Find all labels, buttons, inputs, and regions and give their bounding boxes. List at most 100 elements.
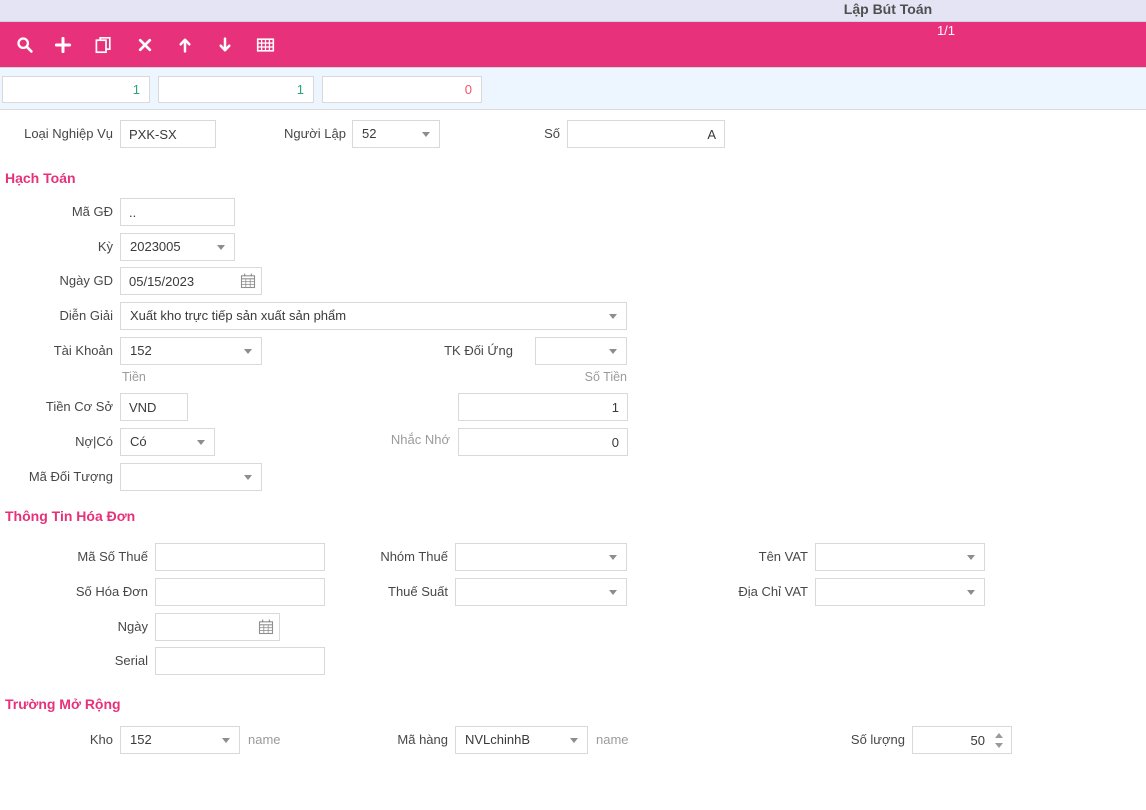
so-luong-input[interactable] (913, 727, 987, 753)
nhom-thue-label: Nhóm Thuế (380, 549, 448, 564)
chevron-down-icon (222, 738, 230, 743)
ngay-calendar-button[interactable] (257, 619, 274, 636)
so-label: Số (544, 126, 560, 141)
copy-button[interactable] (86, 29, 120, 61)
no-co-select[interactable]: Có (120, 428, 215, 456)
arrow-up-icon (179, 38, 191, 53)
chevron-down-icon (609, 314, 617, 319)
page-indicator: 1/1 (936, 23, 956, 38)
nguoi-lap-label: Người Lập (283, 126, 346, 141)
move-down-button[interactable] (208, 29, 242, 61)
calendar-icon (240, 273, 255, 289)
ngay-gd-input[interactable] (121, 268, 237, 294)
titlebar: Lập Bút Toán (0, 0, 1146, 22)
ma-hang-value: NVLchinhB (465, 732, 531, 747)
thue-suat-select[interactable] (455, 578, 627, 606)
calendar-icon (258, 619, 273, 635)
dien-giai-select[interactable]: Xuất kho trực tiếp sản xuất sản phẩm (120, 302, 627, 330)
so-hoa-don-input[interactable] (155, 578, 325, 606)
ma-doi-tuong-label: Mã Đối Tượng (28, 469, 113, 484)
nhom-thue-select[interactable] (455, 543, 627, 571)
add-button[interactable] (46, 29, 80, 61)
delete-button[interactable] (128, 29, 162, 61)
chevron-down-icon (217, 245, 225, 250)
chevron-down-icon (422, 132, 430, 137)
ma-so-thue-input[interactable] (155, 543, 325, 571)
tien-co-so-input[interactable] (120, 393, 188, 421)
so-luong-spinner (912, 726, 1012, 754)
dia-chi-vat-select[interactable] (815, 578, 985, 606)
so-tien-input[interactable] (458, 393, 628, 421)
page-title: Lập Bút Toán (843, 1, 933, 17)
summary-band (0, 68, 1146, 110)
arrow-down-icon (219, 37, 231, 52)
table-icon (256, 38, 274, 52)
so-luong-label: Số lượng (850, 732, 905, 747)
no-co-value: Có (130, 434, 147, 449)
ngay-gd-label: Ngày GD (59, 273, 113, 288)
nguoi-lap-select[interactable]: 52 (352, 120, 440, 148)
dia-chi-vat-label: Địa Chỉ VAT (738, 584, 808, 599)
chevron-down-icon (244, 349, 252, 354)
chevron-down-icon (244, 475, 252, 480)
nhac-nho-label: Nhắc Nhớ (390, 432, 450, 447)
so-input[interactable] (567, 120, 725, 148)
thue-suat-label: Thuế Suất (388, 584, 448, 599)
summary-field-3[interactable] (322, 76, 482, 103)
chevron-down-icon (967, 555, 975, 560)
nhac-nho-input[interactable] (458, 428, 628, 456)
ma-hang-select[interactable]: NVLchinhB (455, 726, 588, 754)
spin-down-button[interactable] (993, 740, 1005, 750)
tien-co-so-label: Tiền Cơ Sở (45, 399, 113, 414)
section-hach-toan-heading: Hạch Toán (5, 170, 76, 186)
ngay-gd-calendar-button[interactable] (239, 273, 256, 290)
ten-vat-select[interactable] (815, 543, 985, 571)
kho-label: Kho (89, 732, 113, 747)
kho-name-hint: name (248, 732, 281, 747)
ngay-input[interactable] (156, 614, 255, 640)
tk-doi-ung-select[interactable] (535, 337, 627, 365)
ma-gd-input[interactable] (120, 198, 235, 226)
no-co-label: Nợ|Có (75, 434, 113, 449)
move-up-button[interactable] (168, 29, 202, 61)
serial-input[interactable] (155, 647, 325, 675)
ma-gd-label: Mã GĐ (71, 204, 113, 219)
tai-khoan-value: 152 (130, 343, 152, 358)
ngay-label: Ngày (117, 619, 148, 634)
nguoi-lap-value: 52 (362, 126, 377, 141)
loai-nghiep-vu-input[interactable] (120, 120, 216, 148)
so-tien-label: Số Tiền (584, 370, 627, 384)
so-hoa-don-label: Số Hóa Đơn (75, 584, 148, 599)
tai-khoan-label: Tài Khoản (53, 343, 113, 358)
close-icon (138, 38, 152, 52)
chevron-down-icon (197, 440, 205, 445)
chevron-down-icon (570, 738, 578, 743)
ky-select[interactable]: 2023005 (120, 233, 235, 261)
search-icon (17, 37, 33, 53)
ma-hang-label: Mã hàng (397, 732, 448, 747)
kho-select[interactable]: 152 (120, 726, 240, 754)
ky-value: 2023005 (130, 239, 181, 254)
loai-nghiep-vu-label: Loại Nghiệp Vụ (24, 126, 113, 141)
tk-doi-ung-label: TK Đối Ứng (444, 343, 513, 358)
chevron-down-icon (609, 349, 617, 354)
copy-icon (95, 36, 111, 54)
ky-label: Kỳ (97, 239, 113, 254)
chevron-down-icon (609, 590, 617, 595)
spin-up-button[interactable] (993, 730, 1005, 740)
ngay-field (155, 613, 280, 641)
plus-icon (54, 36, 72, 54)
ma-doi-tuong-select[interactable] (120, 463, 262, 491)
summary-field-2[interactable] (158, 76, 314, 103)
section-truong-mo-rong-heading: Trường Mở Rộng (5, 696, 121, 712)
serial-label: Serial (114, 653, 148, 668)
ma-hang-name-hint: name (596, 732, 629, 747)
grid-button[interactable] (248, 29, 282, 61)
dien-giai-value: Xuất kho trực tiếp sản xuất sản phẩm (130, 308, 347, 323)
search-button[interactable] (8, 29, 42, 61)
summary-field-1[interactable] (2, 76, 150, 103)
kho-value: 152 (130, 732, 152, 747)
tai-khoan-select[interactable]: 152 (120, 337, 262, 365)
section-hoa-don-heading: Thông Tin Hóa Đơn (5, 508, 136, 524)
